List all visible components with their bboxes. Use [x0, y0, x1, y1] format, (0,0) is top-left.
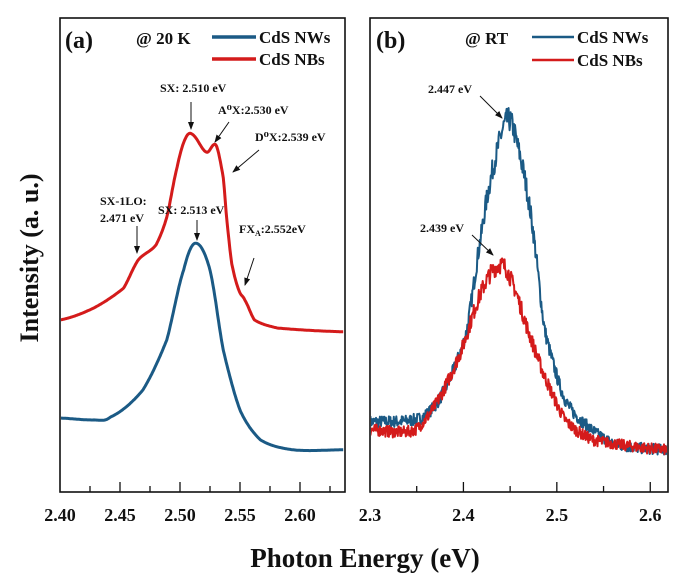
- annotation-sx-1lo: SX-1LO:: [100, 194, 147, 208]
- annotation-fxa-2552: FXA:2.552eV: [239, 222, 306, 238]
- x-tick-label: 2.60: [284, 505, 316, 525]
- panel-b-x-ticks: 2.3 2.4 2.5 2.6: [359, 482, 662, 525]
- legend-label-nbs: CdS NBs: [259, 50, 325, 69]
- arrow-a0x: [214, 121, 230, 143]
- x-tick-label: 2.3: [359, 505, 382, 525]
- y-axis-label: Intensity (a. u.): [15, 173, 44, 342]
- annotation-2439: 2.439 eV: [420, 221, 464, 235]
- panel-b-frame: [369, 17, 669, 493]
- panel-a-frame: [59, 17, 346, 493]
- legend-label-nws-b: CdS NWs: [577, 28, 649, 47]
- legend-label-nws: CdS NWs: [259, 28, 331, 47]
- arrow-d0x: [232, 149, 260, 173]
- x-tick-label: 2.4: [452, 505, 475, 525]
- annotation-d0x-2539: D⁰X:2.539 eV: [255, 130, 326, 144]
- panel-b-condition: @ RT: [465, 29, 509, 48]
- annotation-sx-2513: SX: 2.513 eV: [158, 203, 225, 217]
- panel-b-curves: [371, 107, 667, 456]
- panel-a-curves: [61, 131, 344, 453]
- annotation-sx-2510: SX: 2.510 eV: [160, 81, 227, 95]
- panel-a-x-ticks: 2.40 2.45 2.50 2.55 2.60: [44, 482, 331, 525]
- series-line-nbs: [371, 257, 667, 456]
- x-tick-label: 2.50: [164, 505, 196, 525]
- series-line-nws: [371, 107, 667, 456]
- arrow-2447: [479, 95, 503, 119]
- panel-b: 2.3 2.4 2.5 2.6 (b) @ RT CdS NWs CdS NBs 2.…: [359, 17, 669, 525]
- panel-a: 2.40 2.45 2.50 2.55 2.60 (a) @ 20 K CdS NWs …: [44, 17, 346, 525]
- series-line-nws: [61, 241, 344, 453]
- legend-label-nbs-b: CdS NBs: [577, 51, 643, 70]
- panel-a-condition: @ 20 K: [136, 29, 191, 48]
- annotation-a0x-2530: A⁰X:2.530 eV: [218, 103, 289, 117]
- x-tick-label: 2.5: [546, 505, 569, 525]
- arrow-2439: [471, 234, 494, 256]
- x-tick-label: 2.55: [224, 505, 256, 525]
- series-line-nbs: [61, 131, 344, 334]
- x-axis-label: Photon Energy (eV): [250, 543, 479, 573]
- panel-b-label: (b): [376, 28, 405, 54]
- panel-a-label: (a): [65, 28, 93, 54]
- annotation-2447: 2.447 eV: [428, 82, 472, 96]
- x-tick-label: 2.6: [639, 505, 662, 525]
- arrow-fxa: [244, 257, 255, 286]
- x-tick-label: 2.45: [104, 505, 136, 525]
- annotation-sx-1lo-value: 2.471 eV: [100, 211, 144, 225]
- x-tick-label: 2.40: [44, 505, 76, 525]
